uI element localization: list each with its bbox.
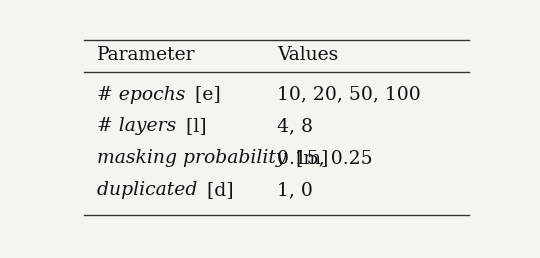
- Text: 1, 0: 1, 0: [277, 181, 313, 199]
- Text: [m]: [m]: [290, 149, 328, 167]
- Text: # layers: # layers: [97, 117, 180, 135]
- Text: duplicated: duplicated: [97, 181, 201, 199]
- Text: [e]: [e]: [189, 86, 221, 103]
- Text: [d]: [d]: [201, 181, 233, 199]
- Text: [l]: [l]: [180, 117, 206, 135]
- Text: 0.15, 0.25: 0.15, 0.25: [277, 149, 373, 167]
- Text: # epochs: # epochs: [97, 86, 189, 103]
- Text: Values: Values: [277, 46, 338, 64]
- Text: masking probability: masking probability: [97, 149, 290, 167]
- Text: 4, 8: 4, 8: [277, 117, 313, 135]
- Text: 10, 20, 50, 100: 10, 20, 50, 100: [277, 86, 421, 103]
- Text: Parameter: Parameter: [97, 46, 195, 64]
